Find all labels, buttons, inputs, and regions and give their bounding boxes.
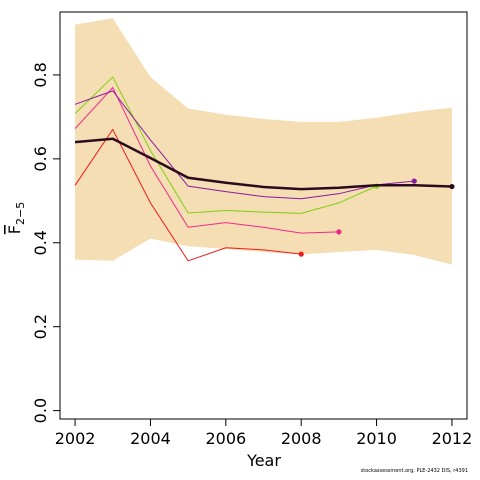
plot-frame bbox=[59, 11, 468, 420]
y-tick-label: 0.2 bbox=[31, 314, 50, 339]
retro-line-1 bbox=[74, 128, 302, 262]
y-tick-label: 0.0 bbox=[31, 398, 50, 423]
x-tick-label: 2004 bbox=[130, 429, 171, 448]
retro-line-3 bbox=[74, 76, 377, 214]
y-tick-label: 0.8 bbox=[31, 62, 50, 87]
y-axis-title-sub: 2−5 bbox=[14, 202, 27, 225]
retro-end-point-1 bbox=[298, 251, 304, 257]
y-axis-title: F2−5 bbox=[5, 202, 27, 234]
footer-note: stockassessment.org, PLE-2432 DIS, r4391 bbox=[360, 468, 468, 474]
confidence-band-area bbox=[75, 18, 452, 265]
y-axis: 0.0 0.2 0.4 0.6 0.8 bbox=[31, 62, 60, 423]
x-tick-label: 2006 bbox=[205, 429, 246, 448]
y-tick-label: 0.4 bbox=[31, 230, 50, 255]
y-tick-label: 0.6 bbox=[31, 146, 50, 171]
svg-text:F2−5: F2−5 bbox=[5, 202, 27, 234]
x-tick-label: 2012 bbox=[432, 429, 473, 448]
y-axis-title-main: F bbox=[5, 225, 24, 234]
main-series bbox=[74, 137, 455, 191]
x-axis-title: Year bbox=[246, 451, 281, 470]
retro-end-point-2 bbox=[336, 229, 342, 235]
retro-end-point-4 bbox=[411, 178, 417, 184]
retrospective-lines bbox=[74, 76, 417, 262]
retro-line-2 bbox=[74, 86, 339, 234]
x-tick-label: 2002 bbox=[55, 429, 96, 448]
x-tick-label: 2010 bbox=[356, 429, 397, 448]
confidence-band bbox=[75, 18, 452, 265]
x-axis: 2002 2004 2006 2008 2010 2012 bbox=[55, 419, 473, 448]
main-end-point bbox=[449, 183, 455, 190]
retro-line-4 bbox=[74, 90, 415, 200]
x-tick-label: 2008 bbox=[281, 429, 322, 448]
main-line bbox=[74, 137, 452, 191]
